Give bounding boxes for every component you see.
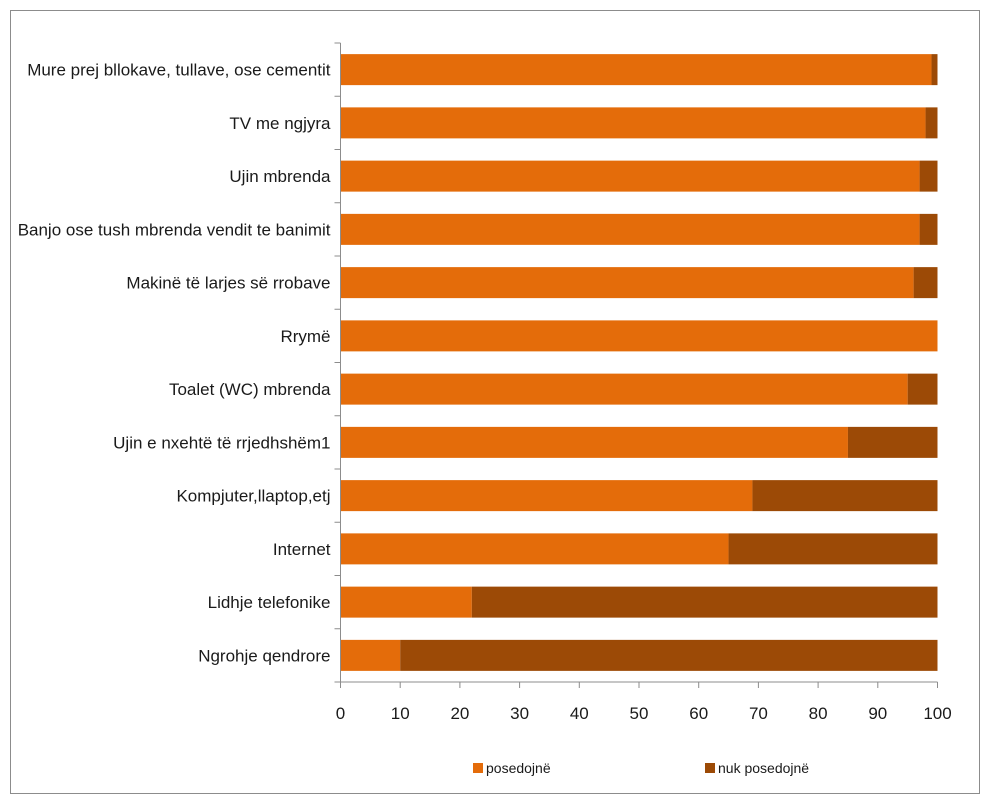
category-label: Banjo ose tush mbrenda vendit te banimit bbox=[18, 220, 331, 239]
x-tick-label: 70 bbox=[749, 704, 768, 723]
bar-posedojne-11 bbox=[340, 639, 401, 671]
category-label: Kompjuter,llaptop,etj bbox=[176, 487, 330, 506]
x-tick-label: 100 bbox=[923, 704, 951, 723]
x-tick-label: 50 bbox=[630, 704, 649, 723]
category-label: Ngrohje qendrore bbox=[198, 646, 330, 665]
legend-label-posedojne: posedojnë bbox=[486, 760, 551, 776]
category-label: Rrymë bbox=[280, 327, 330, 346]
category-label: Lidhje telefonike bbox=[208, 593, 331, 612]
bar-posedojne-6 bbox=[340, 373, 908, 405]
bar-nuk-posedojne-1 bbox=[925, 107, 938, 139]
category-label: Makinë të larjes së rrobave bbox=[126, 274, 330, 293]
bar-nuk-posedojne-7 bbox=[847, 426, 938, 458]
x-tick-label: 60 bbox=[689, 704, 708, 723]
x-tick-label: 80 bbox=[809, 704, 828, 723]
legend-label-nuk-posedojne: nuk posedojnë bbox=[718, 760, 809, 776]
x-tick-label: 40 bbox=[570, 704, 589, 723]
category-label: Ujin mbrenda bbox=[229, 167, 331, 186]
bars-group bbox=[340, 54, 938, 671]
legend-swatch-nuk-posedojne bbox=[705, 763, 715, 773]
bar-posedojne-3 bbox=[340, 213, 920, 245]
x-tick-label: 90 bbox=[868, 704, 887, 723]
bar-posedojne-2 bbox=[340, 160, 920, 192]
bar-posedojne-10 bbox=[340, 586, 472, 618]
bar-posedojne-7 bbox=[340, 426, 848, 458]
bar-nuk-posedojne-6 bbox=[907, 373, 938, 405]
category-label: Mure prej bllokave, tullave, ose cementi… bbox=[27, 61, 331, 80]
x-tick-label: 0 bbox=[336, 704, 345, 723]
chart-frame: Mure prej bllokave, tullave, ose cementi… bbox=[10, 10, 980, 794]
x-tick-labels: 0 10 20 30 40 50 60 70 80 90 100 bbox=[336, 704, 952, 723]
category-label: Internet bbox=[273, 540, 331, 559]
category-labels: Mure prej bllokave, tullave, ose cementi… bbox=[18, 61, 331, 666]
x-tick-label: 10 bbox=[391, 704, 410, 723]
category-label: TV me ngjyra bbox=[229, 114, 331, 133]
category-label: Toalet (WC) mbrenda bbox=[169, 380, 331, 399]
bar-posedojne-1 bbox=[340, 107, 926, 139]
bar-nuk-posedojne-11 bbox=[400, 639, 938, 671]
bar-nuk-posedojne-4 bbox=[913, 267, 938, 299]
bar-posedojne-9 bbox=[340, 533, 729, 565]
stacked-bar-chart: Mure prej bllokave, tullave, ose cementi… bbox=[18, 42, 952, 776]
axes-group bbox=[334, 42, 938, 688]
bar-nuk-posedojne-8 bbox=[752, 480, 938, 512]
x-tick-label: 20 bbox=[450, 704, 469, 723]
bar-nuk-posedojne-9 bbox=[728, 533, 938, 565]
bar-posedojne-0 bbox=[340, 54, 932, 86]
x-tick-label: 30 bbox=[510, 704, 529, 723]
bar-nuk-posedojne-3 bbox=[919, 213, 938, 245]
bar-posedojne-5 bbox=[340, 320, 938, 352]
bar-nuk-posedojne-2 bbox=[919, 160, 938, 192]
legend-swatch-posedojne bbox=[473, 763, 483, 773]
bar-nuk-posedojne-0 bbox=[931, 54, 938, 86]
legend: posedojnë nuk posedojnë bbox=[473, 760, 809, 776]
bar-posedojne-4 bbox=[340, 267, 914, 299]
bar-nuk-posedojne-10 bbox=[471, 586, 938, 618]
category-label: Ujin e nxehtë të rrjedhshëm1 bbox=[113, 433, 330, 452]
bar-posedojne-8 bbox=[340, 480, 753, 512]
